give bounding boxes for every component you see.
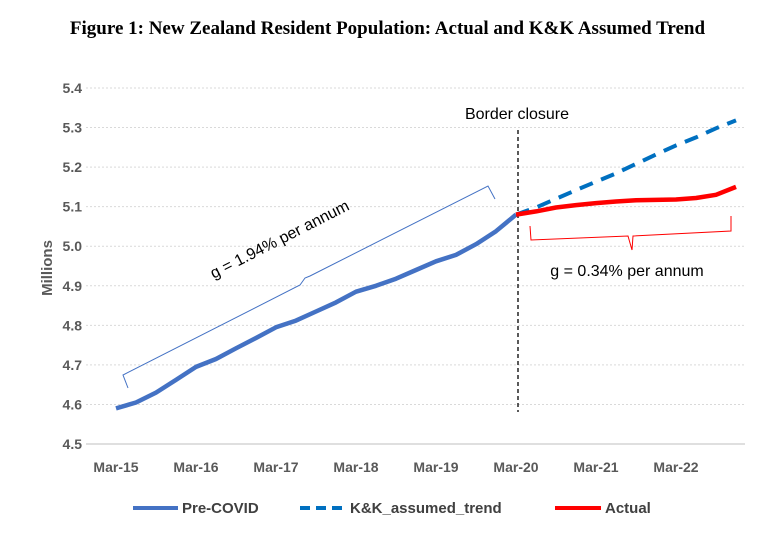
legend-label-actual: Actual	[605, 500, 651, 517]
border-closure-label: Border closure	[465, 106, 569, 123]
y-tick-label: 4.5	[63, 436, 83, 452]
chart-title: Figure 1: New Zealand Resident Populatio…	[69, 18, 706, 39]
x-tick-label: Mar-18	[333, 459, 378, 475]
x-tick-label: Mar-19	[413, 459, 458, 475]
x-tick-label: Mar-17	[253, 459, 298, 475]
y-tick-label: 5.3	[63, 120, 83, 136]
trend-line	[515, 118, 737, 217]
y-tick-label: 5.4	[63, 80, 83, 96]
y-tick-label: 4.8	[63, 317, 83, 333]
pre-growth-label: g = 1.94% per annum	[208, 198, 352, 283]
x-tick-label: Mar-22	[653, 459, 698, 475]
y-tick-label: 5.1	[63, 199, 83, 215]
y-axis-label: Millions	[39, 240, 56, 296]
y-tick-label: 4.7	[63, 357, 83, 373]
x-tick-label: Mar-21	[573, 459, 618, 475]
actual-brace	[529, 216, 732, 251]
legend-label-pre-covid: Pre-COVID	[182, 500, 259, 517]
y-tick-label: 5.0	[63, 238, 83, 254]
legend-label-trend: K&K_assumed_trend	[350, 500, 502, 517]
x-tick-label: Mar-20	[493, 459, 538, 475]
y-tick-label: 4.6	[63, 396, 83, 412]
y-tick-label: 5.2	[63, 159, 83, 175]
y-tick-label: 4.9	[63, 278, 83, 294]
pre-covid-brace	[122, 185, 496, 389]
x-tick-label: Mar-15	[93, 459, 138, 475]
legend: Pre-COVID K&K_assumed_trend Actual	[133, 500, 651, 517]
actual-line	[515, 184, 737, 217]
x-tick-label: Mar-16	[173, 459, 218, 475]
post-growth-label: g = 0.34% per annum	[550, 263, 703, 280]
